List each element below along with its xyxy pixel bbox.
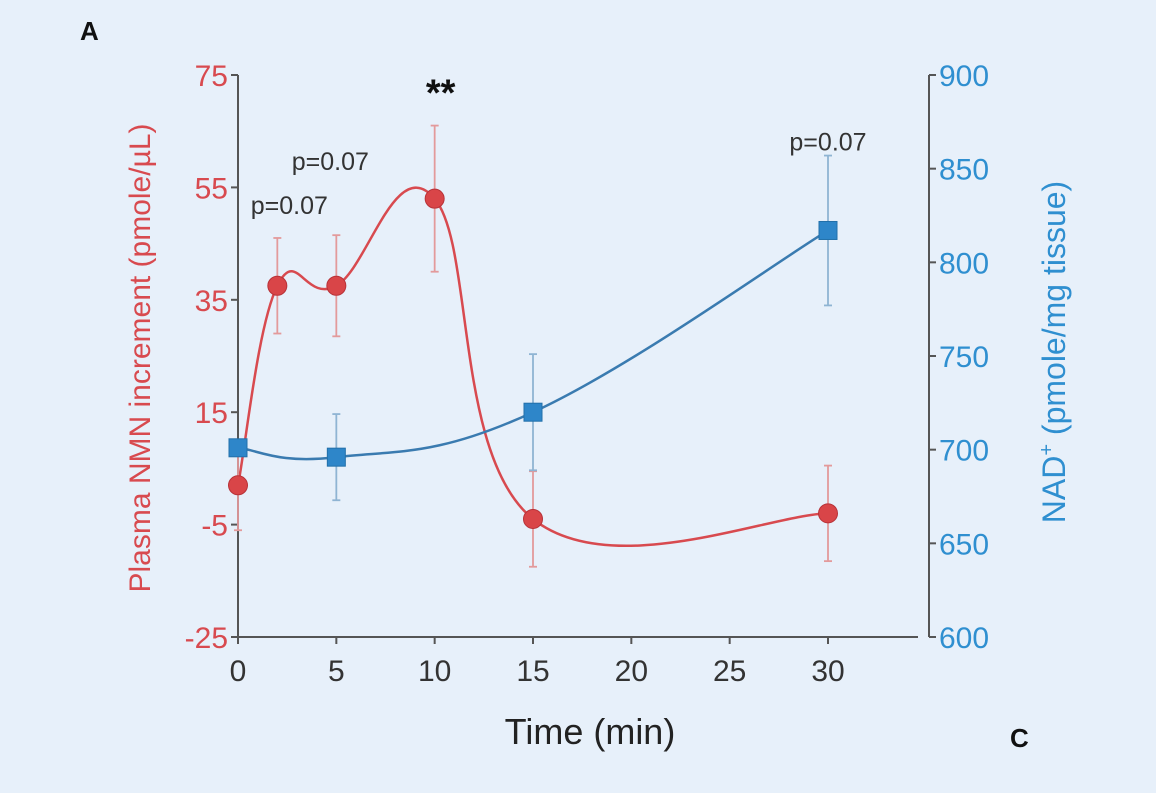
x-tick-label: 25 <box>713 655 746 688</box>
right-y-tick-label: 900 <box>939 60 989 93</box>
x-tick-label: 15 <box>516 655 549 688</box>
series-1-point <box>424 188 445 209</box>
left-y-tick-label: 35 <box>195 285 228 318</box>
series-1-point <box>818 503 838 524</box>
right-y-tick-label: 750 <box>939 341 989 374</box>
left-y-axis-title: Plasma NMN increment (pmole/µL) <box>124 123 157 592</box>
x-tick-label: 5 <box>328 655 345 688</box>
right-y-tick-label: 850 <box>939 154 989 187</box>
series-1-point <box>228 475 248 496</box>
x-tick-label: 0 <box>230 655 247 688</box>
right-y-tick-label: 800 <box>939 247 989 280</box>
right-y-axis-title: NAD+ (pmole/mg tissue) <box>1036 181 1072 523</box>
series-layer <box>228 124 838 568</box>
panel-label-a: A <box>80 16 99 46</box>
significance-annotation: p=0.07 <box>251 192 328 220</box>
series-2-point <box>326 447 346 467</box>
right-y-tick-label: 650 <box>939 528 989 561</box>
series-2-point <box>818 220 838 240</box>
series-2-point <box>523 402 543 422</box>
series-2-line <box>237 229 829 461</box>
x-tick-label: 10 <box>418 655 451 688</box>
axes: 0 5 10 15 20 25 30 Time (min) -25 -5 15 35 55 75 Plasm… <box>124 60 1072 752</box>
left-y-tick-label: 15 <box>195 397 228 430</box>
significance-annotation: p=0.07 <box>789 128 866 156</box>
series-1-point <box>267 275 288 296</box>
significance-annotation: p=0.07 <box>292 148 369 176</box>
series-1-point <box>326 275 347 296</box>
right-y-axis-title-main: NAD <box>1036 456 1072 524</box>
annotation-layer: p=0.07 p=0.07 ** p=0.07 <box>251 73 867 220</box>
x-tick-label: 20 <box>615 655 648 688</box>
left-y-tick-label: -5 <box>201 510 228 543</box>
left-y-tick-label: 55 <box>195 172 228 205</box>
x-axis-title: Time (min) <box>505 711 676 752</box>
x-tick-label: 30 <box>811 655 844 688</box>
left-y-tick-label: 75 <box>195 60 228 93</box>
right-y-axis-title-rest: (pmole/mg tissue) <box>1036 181 1072 444</box>
right-y-tick-label: 600 <box>939 622 989 655</box>
series-1-point <box>523 508 543 529</box>
right-y-axis-title-superscript: + <box>1036 444 1058 456</box>
right-y-tick-label: 700 <box>939 435 989 468</box>
left-y-tick-label: -25 <box>185 622 228 655</box>
panel-label-c: C <box>1010 723 1029 753</box>
significance-annotation: ** <box>426 73 456 115</box>
series-2-point <box>228 438 248 458</box>
